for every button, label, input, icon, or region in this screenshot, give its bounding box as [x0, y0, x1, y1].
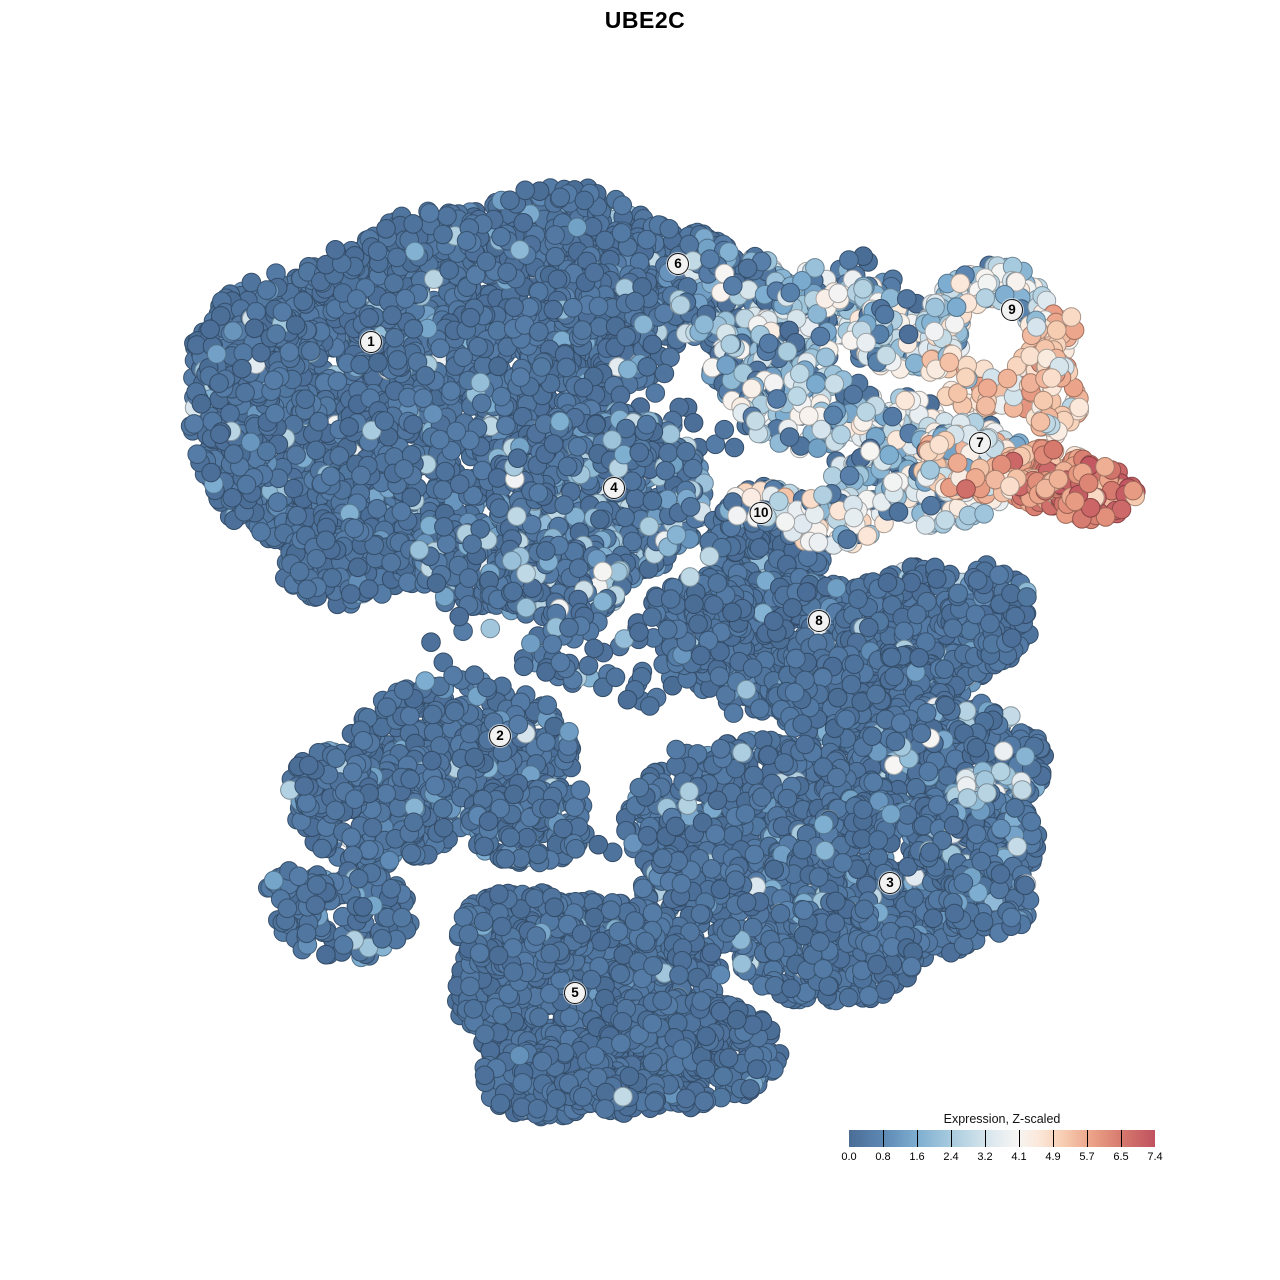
legend-tick-label: 0.8 [875, 1151, 891, 1163]
cluster-label-9: 9 [1001, 299, 1023, 321]
cluster-points-39 [938, 851, 1040, 943]
cluster-points-45 [541, 1065, 680, 1123]
cluster-points-33 [258, 861, 338, 919]
cluster-points-30 [459, 774, 595, 873]
legend-tick-label: 1.6 [909, 1151, 925, 1163]
cluster-label-10: 10 [749, 502, 773, 524]
cluster-points-32 [268, 861, 420, 968]
legend-tick-label: 7.4 [1147, 1151, 1163, 1163]
cluster-points-46 [422, 622, 860, 869]
cluster-points-24 [939, 555, 1039, 675]
plot-title: UBE2C [604, 7, 686, 33]
cluster-points-52 [915, 255, 1057, 359]
legend-tick-line [1019, 1130, 1020, 1147]
extra-points [680, 479, 976, 587]
cluster-points-7 [275, 517, 426, 615]
cluster-label-2: 2 [489, 725, 511, 747]
cluster-points-44 [448, 883, 592, 983]
legend-tick-line [1087, 1130, 1088, 1147]
cluster-points-10 [187, 299, 321, 404]
legend-tick-label: 5.7 [1079, 1151, 1095, 1163]
legend-tick-label: 6.5 [1113, 1151, 1129, 1163]
cluster-points-31 [280, 741, 380, 824]
cluster-label-5: 5 [564, 982, 586, 1004]
cluster-points-47 [415, 606, 534, 697]
cluster-points-54 [1020, 348, 1089, 446]
cluster-label-3: 3 [879, 872, 901, 894]
legend-tick-labels: 0.0 0.8 1.6 2.4 3.2 4.1 4.9 5.7 6.5 7.4 [841, 1151, 1162, 1165]
legend-colorbar [849, 1130, 1155, 1147]
legend-tick-label: 3.2 [977, 1151, 993, 1163]
cluster-points-37 [731, 891, 931, 1011]
legend-tick-line [882, 1130, 884, 1147]
legend-tick-line [951, 1130, 952, 1147]
legend-tick-label: 0.0 [841, 1151, 857, 1163]
legend-tick-line [916, 1130, 918, 1147]
cluster-label-7: 7 [969, 432, 991, 454]
legend-tick-label: 2.4 [943, 1151, 959, 1163]
legend-title: Expression, Z-scaled [943, 1112, 1061, 1126]
cluster-label-8: 8 [808, 610, 830, 632]
expression-legend: Expression, Z-scaled 0.0 0.8 1.6 2.4 3.2 4.1 4… [841, 1112, 1162, 1165]
cluster-points-40 [956, 768, 997, 811]
legend-tick-label: 4.9 [1045, 1151, 1061, 1163]
cluster-label-1: 1 [360, 331, 382, 353]
cluster-points-25 [642, 566, 757, 652]
cluster-label-6: 6 [667, 253, 689, 275]
legend-tick-line [1120, 1130, 1122, 1147]
legend-tick-label: 4.1 [1011, 1151, 1027, 1163]
legend-tick-line [1053, 1130, 1054, 1147]
legend-tick-line [984, 1130, 986, 1147]
cluster-label-4: 4 [603, 477, 625, 499]
cluster-points-62 [1035, 454, 1146, 530]
cluster-points-38 [632, 841, 770, 963]
